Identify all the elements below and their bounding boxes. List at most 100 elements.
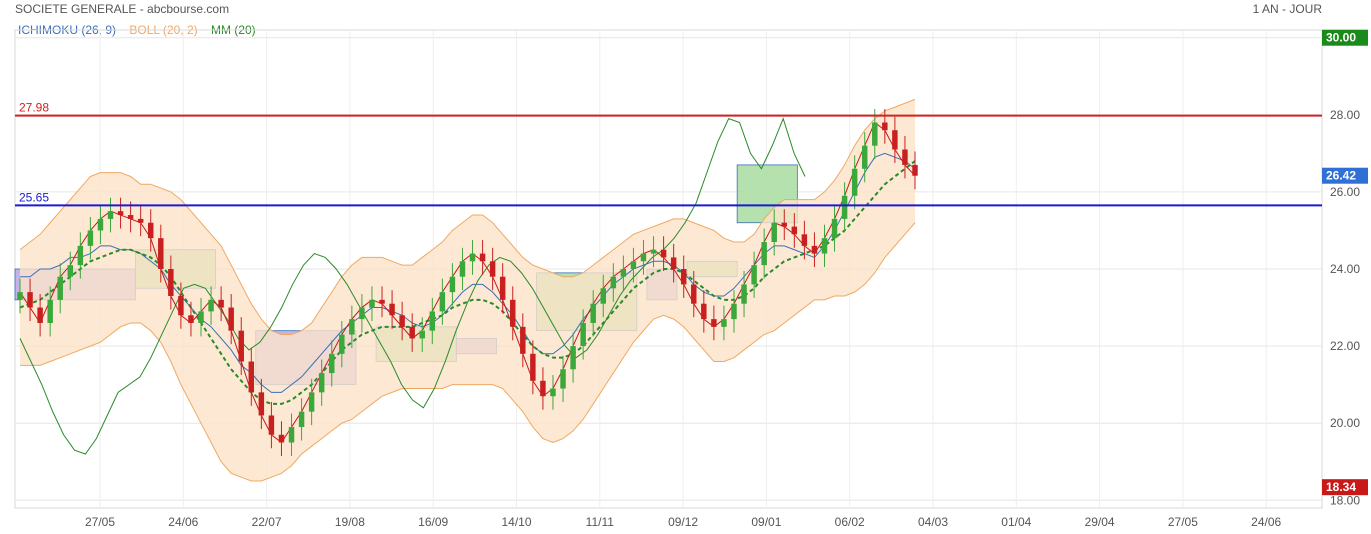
candle-body — [691, 284, 697, 304]
period-label: 1 AN - JOUR — [1252, 2, 1322, 16]
candle-body — [248, 361, 255, 393]
candle-body — [570, 346, 576, 370]
x-tick-label: 09/01 — [751, 515, 781, 529]
bollinger-upper — [19, 98, 916, 336]
candle-body — [771, 222, 777, 243]
candle-body — [610, 276, 617, 289]
candle-body — [489, 261, 496, 277]
badge-last-text: 26.42 — [1326, 169, 1356, 183]
candle-body — [258, 392, 265, 416]
y-tick-label: 26.00 — [1330, 185, 1360, 199]
mm20-line — [19, 160, 916, 405]
x-tick-label: 22/07 — [252, 515, 282, 529]
level-label: 27.98 — [19, 101, 49, 115]
x-tick-label: 27/05 — [85, 515, 115, 529]
candle-body — [520, 326, 526, 354]
candle-body — [198, 311, 204, 323]
candle-body — [409, 326, 415, 339]
candle-body — [872, 122, 878, 146]
x-tick-label: 06/02 — [835, 515, 865, 529]
candle-body — [349, 319, 355, 335]
candle-body — [741, 284, 747, 304]
candle-body — [590, 303, 596, 323]
y-tick-label: 28.00 — [1330, 108, 1360, 122]
badge-min — [1322, 479, 1368, 496]
candle-body — [107, 211, 114, 219]
candle-body — [560, 369, 566, 389]
candle-body — [77, 245, 84, 266]
candle-body — [761, 242, 767, 266]
candle-body — [791, 226, 798, 235]
x-tick-label: 04/03 — [918, 515, 948, 529]
x-tick-label: 19/08 — [335, 515, 365, 529]
candle-body — [479, 253, 486, 262]
candle-body — [218, 299, 224, 308]
badge-max-text: 30.00 — [1326, 31, 1356, 45]
candle-body — [620, 269, 627, 277]
candle-body — [298, 411, 305, 428]
candle-body — [902, 149, 908, 165]
x-tick-label: 11/11 — [586, 515, 615, 529]
chart-title: SOCIETE GENERALE - abcbourse.com — [15, 2, 230, 16]
candle-body — [379, 299, 385, 304]
candle-body — [97, 218, 104, 231]
candle-body — [268, 415, 275, 435]
candle-body — [419, 330, 425, 339]
candle-body — [540, 380, 546, 397]
candle-body — [912, 164, 918, 176]
candle-body — [67, 265, 74, 277]
candle-body — [429, 311, 436, 331]
candle-body — [188, 315, 194, 323]
x-axis-ticks: 27/05 24/06 22/07 19/08 16/09 14/10 11/11 09/12… — [85, 515, 1282, 529]
candle-body — [731, 303, 737, 320]
candle-body — [680, 269, 687, 285]
candle-body — [137, 218, 144, 223]
candle-body — [600, 288, 606, 304]
candle-body — [660, 249, 667, 258]
candle-body — [530, 353, 536, 381]
badge-min-text: 18.34 — [1326, 480, 1356, 494]
candle-body — [278, 434, 285, 443]
candle-body — [469, 253, 476, 262]
candle-body — [37, 307, 43, 323]
y-tick-label: 20.00 — [1330, 416, 1360, 430]
candle-body — [389, 303, 395, 316]
candle-body — [47, 299, 53, 323]
candle-body — [580, 322, 586, 347]
chikou-line — [19, 117, 806, 455]
candle-body — [892, 130, 898, 150]
x-tick-label: 16/09 — [418, 515, 448, 529]
candle-body — [208, 299, 214, 312]
x-tick-label: 24/06 — [168, 515, 198, 529]
candle-body — [499, 276, 506, 300]
x-tick-label: 29/04 — [1085, 515, 1115, 529]
candle-body — [158, 238, 164, 269]
candle-body — [550, 388, 556, 397]
candle-body — [630, 261, 637, 269]
candle-body — [369, 299, 375, 308]
candle-body — [640, 253, 647, 262]
candle-body — [781, 222, 788, 227]
candle-body — [701, 303, 707, 320]
candle-body — [87, 230, 94, 246]
candle-body — [117, 211, 124, 216]
candle-body — [439, 292, 446, 312]
y-tick-label: 22.00 — [1330, 339, 1360, 353]
candle-body — [399, 315, 405, 327]
candle-body — [339, 334, 345, 354]
bollinger-lower — [20, 222, 916, 482]
candle-body — [57, 276, 63, 300]
x-tick-label: 14/10 — [501, 515, 531, 529]
x-tick-label: 09/12 — [668, 515, 698, 529]
candle-body — [721, 319, 727, 327]
candle-body — [288, 427, 295, 443]
y-tick-label: 18.00 — [1330, 493, 1360, 507]
candle-body — [831, 218, 838, 239]
candle-body — [17, 292, 23, 300]
candle-body — [851, 168, 858, 196]
candle-body — [178, 295, 184, 316]
candle-body — [882, 122, 888, 131]
candle-body — [711, 319, 717, 327]
